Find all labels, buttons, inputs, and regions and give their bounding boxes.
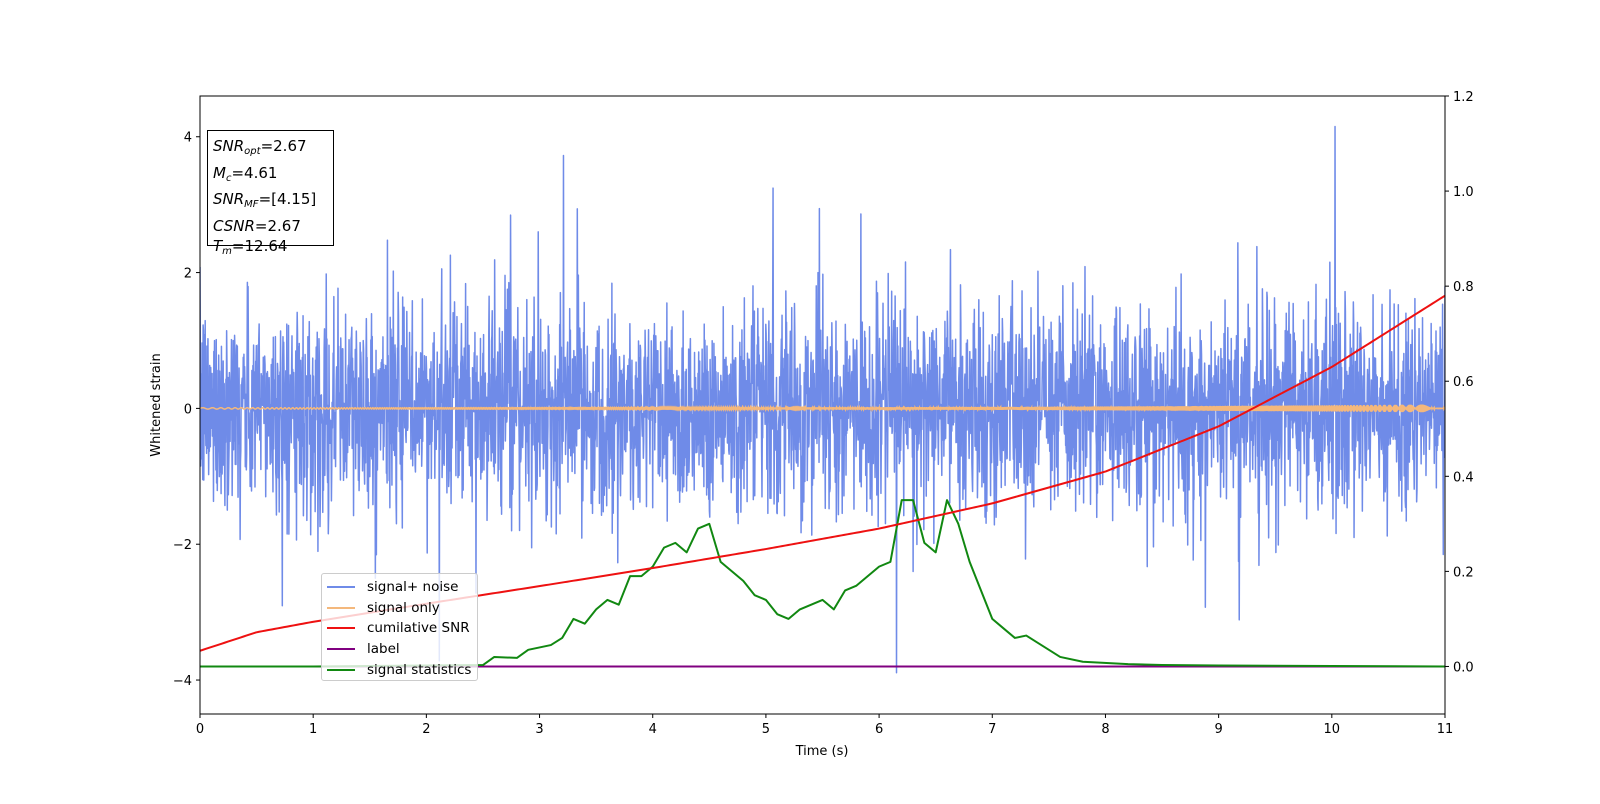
x-tick-label: 10 bbox=[1324, 722, 1341, 737]
legend-item-signal-only: signal only bbox=[327, 598, 477, 619]
x-tick-label: 8 bbox=[1101, 722, 1109, 737]
x-tick-label: 0 bbox=[196, 722, 204, 737]
legend-item-signal-noise: signal+ noise bbox=[327, 577, 477, 598]
legend-swatch bbox=[327, 668, 355, 671]
legend-label: label bbox=[367, 641, 400, 658]
y-right-tick-label: 0.8 bbox=[1453, 280, 1474, 295]
legend-swatch bbox=[327, 648, 355, 651]
x-tick-label: 5 bbox=[762, 722, 770, 737]
series-signal-noise-line bbox=[200, 125, 1445, 674]
y-left-tick-label: −2 bbox=[173, 538, 192, 553]
x-tick-label: 6 bbox=[875, 722, 883, 737]
series-signal-statistics-line bbox=[200, 499, 1445, 668]
legend-swatch bbox=[327, 606, 355, 609]
y-left-tick-label: −4 bbox=[173, 674, 192, 689]
y-left-tick-label: 0 bbox=[184, 402, 192, 417]
stat-csnr: CSNR=2.67 bbox=[213, 216, 301, 235]
y-right-tick-label: 0.6 bbox=[1453, 375, 1474, 390]
y-right-tick-label: 0.0 bbox=[1453, 660, 1474, 675]
legend-swatch bbox=[327, 627, 355, 630]
legend-label: cumilative SNR bbox=[367, 620, 470, 637]
y-axis-label: Whitened strain bbox=[149, 353, 164, 456]
x-tick-label: 3 bbox=[535, 722, 543, 737]
stat-tm: Tm=12.64 bbox=[213, 237, 288, 257]
x-tick-label: 4 bbox=[649, 722, 657, 737]
y-left-tick-label: 4 bbox=[184, 131, 192, 146]
legend: signal+ noise signal only cumilative SNR… bbox=[321, 573, 478, 681]
legend-label: signal only bbox=[367, 599, 440, 616]
y-right-tick-label: 0.4 bbox=[1453, 470, 1474, 485]
stat-snr-mf: SNRMF=[4.15] bbox=[213, 190, 317, 210]
x-tick-label: 9 bbox=[1214, 722, 1222, 737]
x-axis-label: Time (s) bbox=[795, 744, 849, 759]
y-right-tick-label: 1.2 bbox=[1453, 90, 1474, 105]
plot-frame bbox=[199, 95, 1446, 715]
x-tick-label: 1 bbox=[309, 722, 317, 737]
y-right-tick-label: 0.2 bbox=[1453, 565, 1474, 580]
stat-snr-opt: SNRopt=2.67 bbox=[213, 137, 307, 157]
stats-annotation-box: SNRopt=2.67 Mc=4.61 SNRMF=[4.15] CSNR=2.… bbox=[207, 130, 334, 257]
legend-swatch bbox=[327, 586, 355, 589]
x-tick-label: 11 bbox=[1437, 722, 1454, 737]
legend-item-label: label bbox=[327, 639, 477, 660]
legend-item-cumulative-snr: cumilative SNR bbox=[327, 618, 477, 639]
y-left-tick-label: 2 bbox=[184, 267, 192, 282]
stat-mc: Mc=4.61 bbox=[213, 163, 278, 184]
x-tick-label: 7 bbox=[988, 722, 996, 737]
legend-item-signal-statistics: signal statistics bbox=[327, 659, 477, 680]
legend-label: signal statistics bbox=[367, 661, 472, 678]
legend-label: signal+ noise bbox=[367, 579, 459, 596]
x-tick-label: 2 bbox=[422, 722, 430, 737]
series-signal-only-line bbox=[200, 404, 1445, 413]
y-right-tick-label: 1.0 bbox=[1453, 185, 1474, 200]
